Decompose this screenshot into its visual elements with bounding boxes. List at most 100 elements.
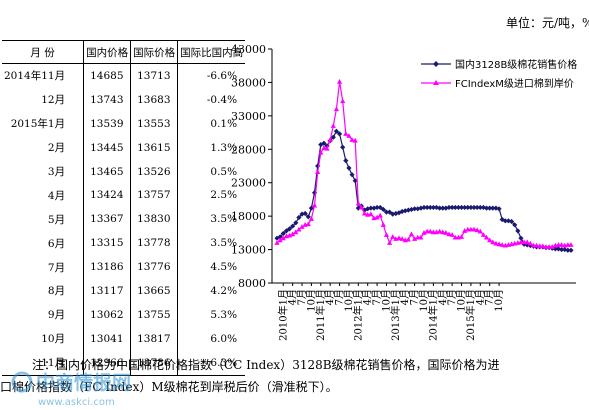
data-point-diamond [555, 246, 562, 252]
data-point-triangle [427, 228, 433, 234]
data-point-triangle [361, 210, 368, 216]
data-point-diamond [368, 205, 374, 211]
data-point-diamond [318, 142, 324, 148]
unit-label: 单位：元/吨，% [506, 16, 589, 30]
cell-difference: -6.6% [177, 63, 246, 88]
x-tick-label: 4月 [399, 289, 411, 305]
data-point-diamond [515, 228, 521, 234]
data-point-diamond [508, 218, 515, 225]
data-point-triangle [380, 222, 386, 227]
data-point-triangle [421, 230, 427, 235]
cell-international-price: 13683 [130, 87, 178, 112]
x-tick-label: 2011年1月 [314, 289, 327, 341]
cell-difference: 0.1% [177, 111, 246, 136]
x-tick-label: 7月 [296, 289, 308, 305]
data-point-triangle [308, 216, 315, 221]
data-point-triangle [293, 229, 299, 235]
data-point-diamond [336, 131, 343, 137]
data-point-diamond [518, 235, 524, 241]
table-row: 6月 13315 13778 3.5% [2, 231, 246, 256]
x-tick-label: 10月 [418, 289, 430, 312]
legend-label: FCIndexM级进口棉到岸价 [455, 77, 574, 90]
cell-difference: 4.5% [177, 255, 246, 280]
cell-domestic-price: 12966 [83, 350, 131, 376]
data-point-diamond [487, 205, 493, 211]
cell-difference: 3.5% [177, 231, 246, 256]
data-point-diamond [405, 207, 411, 213]
legend-label: 国内3128B级棉花销售价格 [455, 58, 577, 71]
data-point-triangle [437, 228, 443, 234]
data-point-diamond [512, 222, 518, 228]
table-header-row: 月 份 国内价格 国际价格 国际比国内高 [2, 40, 246, 64]
y-tick-label: 13000 [231, 244, 266, 257]
table-row: 12月 13743 13683 -0.4% [2, 87, 246, 112]
data-point-triangle [299, 224, 305, 229]
cell-difference: 0.5% [177, 159, 246, 184]
data-point-diamond [343, 158, 349, 164]
data-point-triangle [290, 231, 296, 237]
cell-month: 2015年1月 [10, 118, 66, 131]
y-tick-label: 33000 [231, 110, 266, 123]
data-point-diamond [340, 144, 346, 150]
cell-month: 4月 [47, 189, 66, 202]
x-tick-label: 4月 [437, 289, 449, 305]
data-point-diamond [333, 128, 340, 134]
data-point-diamond [505, 218, 512, 224]
data-point-diamond [565, 247, 571, 253]
cell-international-price: 13553 [130, 111, 178, 136]
data-point-diamond [346, 165, 352, 171]
x-tick-label: 4月 [474, 289, 486, 305]
y-tick-label: 23000 [231, 177, 266, 190]
data-point-triangle [396, 235, 402, 241]
table-row: 2月 13445 13615 1.3% [2, 135, 246, 160]
data-point-triangle [368, 211, 374, 217]
x-tick-label: 7月 [334, 289, 346, 305]
table-row: 4月 13424 13757 2.5% [2, 183, 246, 208]
data-point-triangle [559, 242, 565, 247]
cell-difference: 2.5% [177, 183, 246, 208]
data-point-triangle [374, 214, 380, 220]
data-point-triangle [458, 234, 465, 239]
data-point-diamond [559, 246, 565, 253]
data-point-triangle [418, 234, 424, 240]
data-point-triangle [355, 200, 361, 206]
cell-domestic-price: 13424 [83, 183, 131, 208]
data-point-diamond [452, 204, 458, 211]
cell-domestic-price: 13117 [83, 279, 131, 303]
data-point-triangle [386, 240, 393, 245]
y-tick-label: 8000 [238, 277, 266, 290]
data-point-diamond [296, 214, 302, 221]
data-point-diamond [527, 242, 533, 249]
data-point-diamond [483, 205, 490, 211]
cell-month: 10月 [41, 333, 66, 346]
data-point-diamond [383, 209, 390, 215]
table-row: 11月 12966 13786 6.3% [2, 350, 246, 376]
footnote-line-2: 口棉价格指数（FC Index）M级棉花到岸税后价（滑准税下）。 [0, 380, 338, 394]
y-tick-label: 18000 [231, 210, 266, 223]
data-point-triangle [527, 240, 533, 246]
cell-difference: 6.0% [177, 326, 246, 351]
cell-month: 9月 [47, 309, 66, 322]
data-point-triangle [343, 131, 349, 136]
y-tick-label: 38000 [231, 76, 266, 89]
cotton-price-line-chart: 8000 13000 18000 23000 28000 33000 38000 43000 2… [231, 43, 577, 341]
table-row: 5月 13367 13830 3.5% [2, 207, 246, 232]
cell-month: 2014年11月 [4, 70, 66, 83]
x-tick-label: 2010年1月 [276, 289, 289, 341]
cell-international-price: 13526 [130, 159, 178, 184]
data-point-triangle [449, 232, 455, 237]
data-point-triangle [336, 78, 343, 84]
table-row: 3月 13465 13526 0.5% [2, 159, 246, 184]
y-tick-label: 43000 [231, 43, 266, 56]
x-tick-label: 7月 [446, 289, 458, 305]
cell-domestic-price: 13465 [83, 159, 131, 184]
cell-domestic-price: 13743 [83, 87, 131, 112]
data-point-triangle [462, 228, 468, 233]
legend-marker-diamond [433, 61, 439, 67]
table-row: 7月 13186 13776 4.5% [2, 255, 246, 280]
data-point-diamond [493, 205, 499, 211]
cell-difference: 3.5% [177, 207, 246, 232]
cell-domestic-price: 14685 [83, 63, 131, 88]
table-row: 9月 13062 13755 5.3% [2, 302, 246, 327]
cell-international-price: 13755 [130, 302, 178, 327]
